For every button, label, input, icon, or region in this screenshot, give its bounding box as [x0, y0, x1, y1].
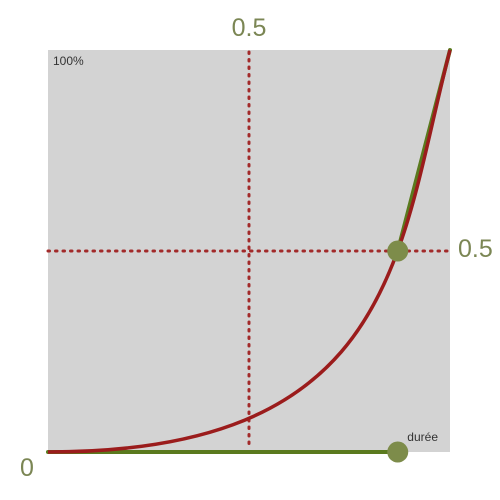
top-axis-label: 0.5	[232, 14, 267, 42]
duration-label: durée	[407, 430, 438, 444]
origin-label: 0	[20, 454, 34, 482]
start-control-point[interactable]	[387, 442, 408, 463]
percent-label: 100%	[53, 54, 84, 68]
end-control-point[interactable]	[387, 241, 408, 262]
right-axis-label: 0.5	[458, 235, 493, 263]
